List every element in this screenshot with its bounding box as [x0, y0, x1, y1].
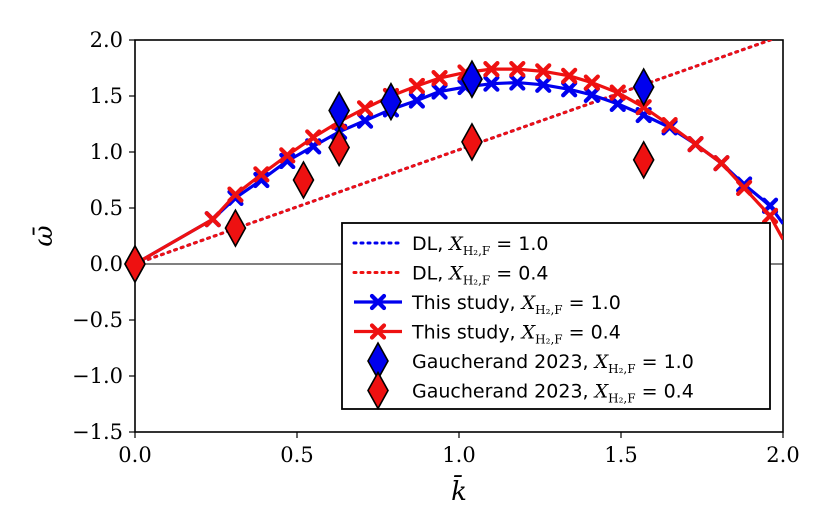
data-point-x-marker [431, 69, 448, 87]
y-axis-label: ω̄ [29, 225, 59, 246]
y-tick-label: 1.5 [90, 84, 123, 108]
x-tick-label: 0.0 [118, 443, 151, 467]
data-point-diamond-marker [328, 90, 351, 131]
legend-entry-label: This study, XH₂,F = 0.4 [411, 322, 621, 347]
x-tick-label: 1.5 [604, 443, 637, 467]
legend-entry-label: DL, XH₂,F = 0.4 [412, 263, 548, 288]
y-tick-label: 0.0 [90, 252, 123, 276]
legend-handle-x-marker [369, 323, 387, 340]
data-point-x-marker [736, 179, 753, 196]
data-point-x-marker [687, 136, 704, 153]
y-tick-label: −0.5 [72, 308, 123, 332]
data-point-x-marker [609, 95, 626, 112]
data-point-x-marker [509, 74, 526, 91]
legend-entry-label: Gaucherand 2023, XH₂,F = 0.4 [412, 381, 694, 406]
data-point-x-marker [305, 129, 322, 146]
x-tick-label: 0.5 [280, 443, 313, 467]
data-point-x-marker [535, 63, 552, 80]
data-point-x-marker [204, 211, 221, 228]
data-point-x-marker [535, 76, 552, 93]
data-point-x-marker [483, 75, 500, 92]
data-point-x-marker [408, 92, 425, 109]
data-point-x-marker [408, 77, 425, 95]
y-tick-label: 2.0 [90, 28, 123, 52]
legend-handle-diamond [367, 370, 389, 411]
y-tick-label: −1.0 [72, 364, 123, 388]
data-point-diamond-marker [328, 127, 351, 168]
y-tick-label: 0.5 [90, 196, 123, 220]
data-point-diamond-marker [124, 244, 146, 284]
data-point-diamond-marker [461, 59, 483, 99]
data-point-x-marker [713, 155, 730, 172]
data-point-diamond-marker [292, 160, 315, 200]
data-point-x-marker [356, 100, 374, 117]
data-point-x-marker [736, 176, 753, 193]
data-point-x-marker [761, 207, 779, 224]
y-tick-label: 1.0 [90, 140, 123, 164]
data-point-diamond-marker [632, 140, 655, 180]
data-point-x-marker [483, 61, 500, 78]
legend-box [341, 222, 771, 410]
data-point-diamond-marker [461, 122, 483, 162]
data-point-x-marker [561, 81, 578, 98]
data-point-x-marker [583, 86, 600, 103]
data-point-diamond-marker [224, 208, 247, 248]
data-point-x-marker [509, 61, 526, 78]
data-point-x-marker [635, 99, 652, 116]
legend-entry-label: Gaucherand 2023, XH₂,F = 1.0 [412, 351, 694, 376]
data-point-diamond-marker [380, 81, 402, 122]
data-point-x-marker [279, 147, 296, 164]
data-point-x-marker [661, 117, 678, 134]
legend-entry-label: DL, XH₂,F = 1.0 [412, 233, 548, 258]
data-point-x-marker [583, 74, 600, 91]
legend-handle-x-marker [369, 293, 387, 311]
data-point-x-marker [253, 166, 270, 183]
x-tick-label: 2.0 [766, 443, 799, 467]
legend-entry-label: This study, XH₂,F = 1.0 [411, 292, 621, 317]
x-axis-label: k̄ [451, 474, 467, 507]
data-point-x-marker [561, 67, 578, 84]
data-point-x-marker [227, 189, 244, 207]
y-tick-label: −1.5 [72, 420, 123, 444]
data-point-x-marker [227, 186, 244, 203]
data-point-x-marker [609, 84, 626, 101]
data-point-x-marker [431, 83, 448, 100]
data-point-x-marker [356, 112, 374, 129]
data-point-diamond-marker [632, 67, 655, 107]
x-tick-label: 1.0 [442, 443, 475, 467]
